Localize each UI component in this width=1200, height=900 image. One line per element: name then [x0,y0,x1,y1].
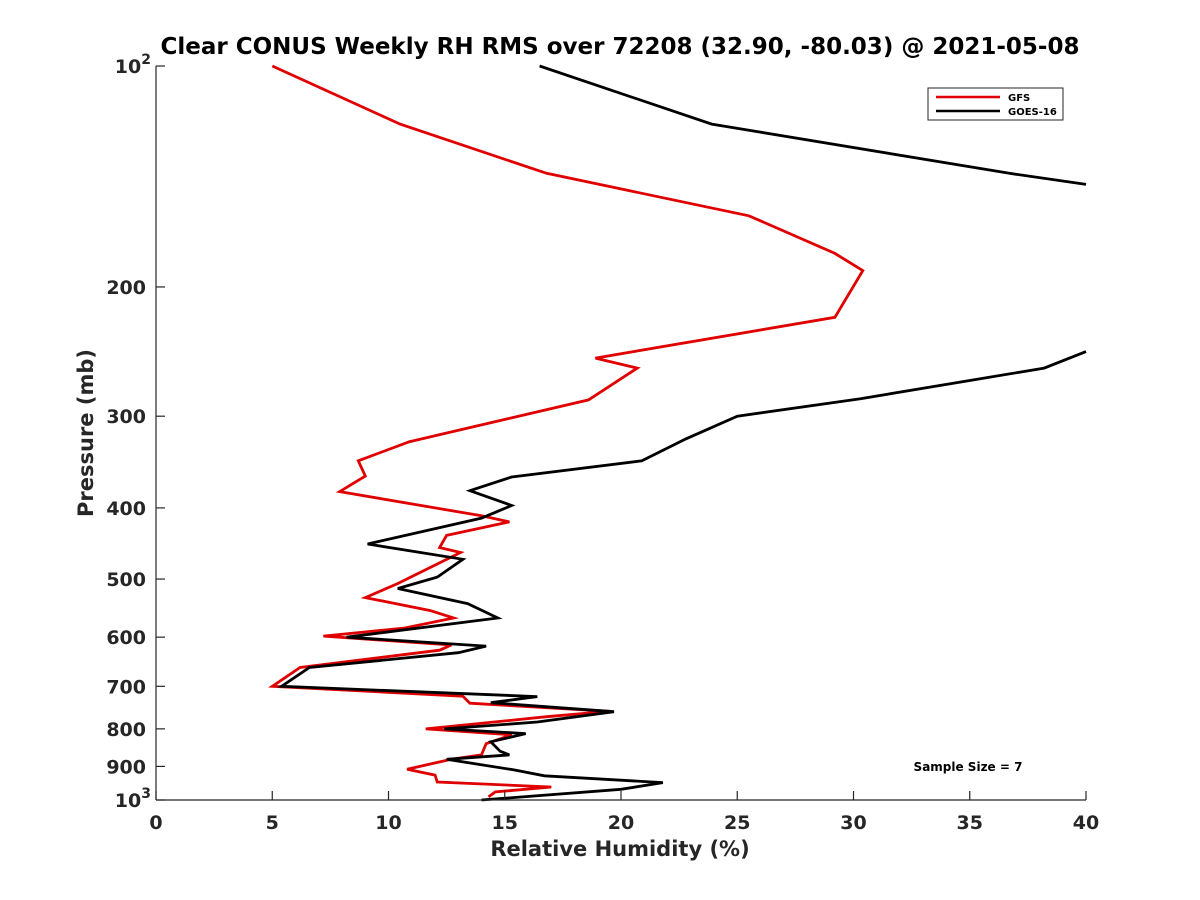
x-tick-label: 40 [1073,812,1099,834]
legend: GFS GOES-16 [927,87,1064,121]
x-tick-label: 25 [724,812,750,834]
x-tick-label: 35 [957,812,983,834]
x-tick-label: 15 [492,812,518,834]
x-tick-label: 0 [149,812,162,834]
series-line-goes16-seg1 [277,350,1087,802]
y-tick-label: 500 [106,569,146,591]
series-line-goes16-seg0 [539,64,1087,186]
ticks-layer: 0 5 10 15 20 25 30 35 40 102 200 300 400 500 600 700 800… [106,52,1099,834]
axes-layer [155,66,1086,801]
chart-title: Clear CONUS Weekly RH RMS over 72208 (32… [161,34,1080,60]
y-axis-label: Pressure (mb) [74,349,98,517]
sample-size-annotation: Sample Size = 7 [914,760,1023,774]
x-tick-label: 20 [608,812,634,834]
y-tick-label: 700 [106,676,146,698]
y-tick-label: 103 [115,786,151,812]
legend-label-gfs: GFS [1008,93,1030,104]
legend-box [927,87,1064,121]
x-tick-label: 5 [266,812,279,834]
series-layer [268,64,1087,802]
y-tick-label: 300 [106,406,146,428]
x-axis-label: Relative Humidity (%) [490,837,749,861]
y-tick-label: 800 [106,719,146,741]
y-tick-label: 102 [115,52,151,78]
series-line-gfs [268,64,865,798]
x-tick-label: 10 [375,812,401,834]
x-tick-label: 30 [840,812,866,834]
y-tick-label: 900 [106,756,146,778]
legend-label-goes16: GOES-16 [1008,107,1057,118]
y-tick-label: 400 [106,498,146,520]
y-tick-label: 200 [106,277,146,299]
y-tick-label: 600 [106,627,146,649]
